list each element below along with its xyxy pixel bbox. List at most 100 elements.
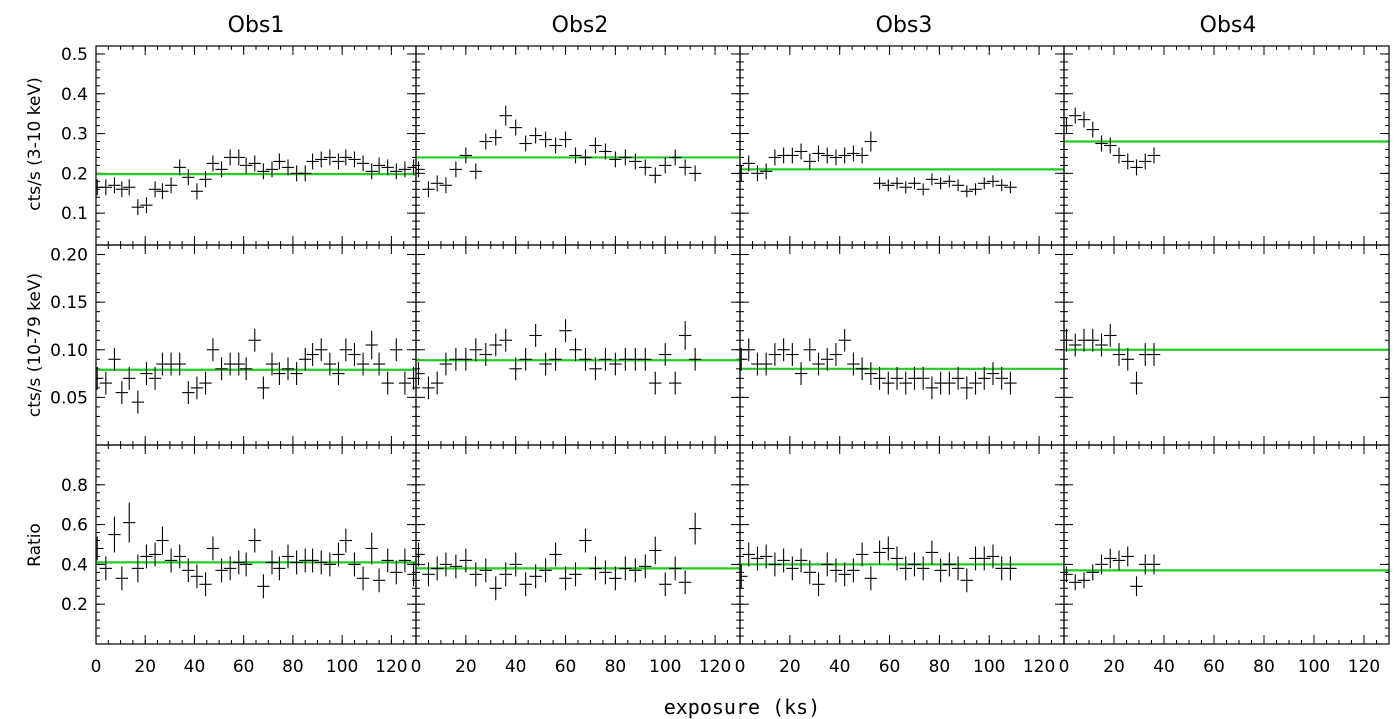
data-point <box>416 542 425 567</box>
data-point <box>599 560 612 585</box>
data-point <box>589 556 602 581</box>
panel-data <box>740 328 1064 400</box>
data-point <box>668 556 682 581</box>
data-point <box>986 362 1000 385</box>
data-point <box>115 566 128 591</box>
data-point <box>299 347 312 371</box>
data-point <box>609 352 622 376</box>
x-tick-label: 60 <box>233 657 255 677</box>
data-point <box>224 556 237 581</box>
data-point <box>899 371 912 395</box>
data-point <box>864 566 878 591</box>
data-point <box>398 548 412 573</box>
data-point <box>1086 564 1099 581</box>
data-point <box>1095 333 1108 357</box>
data-point <box>489 576 502 601</box>
data-point <box>148 366 162 390</box>
data-point <box>306 153 319 170</box>
data-point <box>569 147 582 164</box>
data-point <box>1130 159 1143 176</box>
data-point <box>1077 111 1091 128</box>
data-point <box>1147 554 1161 575</box>
panel-soft-obs2 <box>415 45 741 246</box>
data-point <box>659 157 672 174</box>
data-point <box>855 542 869 567</box>
data-point <box>786 343 799 366</box>
data-point <box>777 548 790 573</box>
data-point <box>381 159 394 176</box>
data-point <box>156 526 169 555</box>
data-point <box>190 376 204 400</box>
y-tick-label: 0.20 <box>50 246 88 266</box>
x-tick-label: 60 <box>555 657 577 677</box>
data-point <box>609 566 622 591</box>
data-point <box>1004 181 1017 194</box>
data-point <box>934 177 947 190</box>
data-point <box>986 544 1000 569</box>
data-point <box>173 352 186 376</box>
data-point <box>99 179 112 196</box>
panel-frame <box>415 45 741 246</box>
data-point <box>899 556 912 581</box>
data-point <box>960 185 974 198</box>
data-point <box>348 151 361 168</box>
data-point <box>1086 328 1099 352</box>
data-point <box>306 548 319 573</box>
data-point <box>240 552 253 577</box>
data-point <box>265 550 279 575</box>
data-point <box>821 347 834 371</box>
data-point <box>951 556 965 581</box>
data-point <box>549 542 562 567</box>
data-point <box>794 143 808 160</box>
panel-data <box>1064 546 1389 597</box>
data-point <box>273 153 286 170</box>
panel-frame <box>739 444 1065 645</box>
x-tick-label: 120 <box>375 657 407 677</box>
data-point <box>847 145 860 162</box>
data-point <box>232 352 245 376</box>
data-point <box>943 371 956 395</box>
data-point <box>812 352 825 376</box>
x-tick-label: 0 <box>1059 657 1070 677</box>
panel-frame <box>739 45 1065 246</box>
data-point <box>519 347 532 371</box>
data-point <box>248 528 261 553</box>
data-point <box>803 338 817 362</box>
data-point <box>821 552 834 577</box>
x-tick-label: 120 <box>699 657 731 677</box>
x-tick-label: 20 <box>1103 657 1125 677</box>
data-point <box>439 177 453 194</box>
y-tick-label: 0.6 <box>61 516 88 536</box>
data-point <box>339 528 352 553</box>
data-point <box>339 338 352 362</box>
data-point <box>847 352 860 376</box>
panel-hard-obs2 <box>415 244 741 446</box>
data-point <box>882 536 895 561</box>
panel-ratio-obs3: 0 20 40 60 80 100 120 <box>735 444 1065 677</box>
data-point <box>1104 324 1117 347</box>
data-point <box>678 570 692 595</box>
data-point <box>131 199 144 216</box>
data-point <box>173 159 186 176</box>
data-point <box>649 536 662 565</box>
data-point <box>864 362 878 385</box>
data-point <box>257 376 270 400</box>
data-point <box>740 165 748 182</box>
data-point <box>416 161 425 178</box>
x-tick-label: 0 <box>91 657 102 677</box>
data-point <box>639 347 652 371</box>
y-tick-label: 0.1 <box>61 204 88 224</box>
data-point <box>995 366 1008 390</box>
data-point <box>777 338 790 362</box>
panel-frame <box>95 45 417 246</box>
data-point <box>539 558 552 583</box>
data-point <box>916 556 930 581</box>
data-point <box>890 546 904 571</box>
data-point <box>215 357 228 381</box>
data-point <box>131 554 144 583</box>
data-point <box>619 556 632 581</box>
data-point <box>786 556 799 581</box>
y-tick-label: 0.2 <box>61 164 88 184</box>
data-point <box>365 532 378 565</box>
data-point <box>215 161 228 178</box>
